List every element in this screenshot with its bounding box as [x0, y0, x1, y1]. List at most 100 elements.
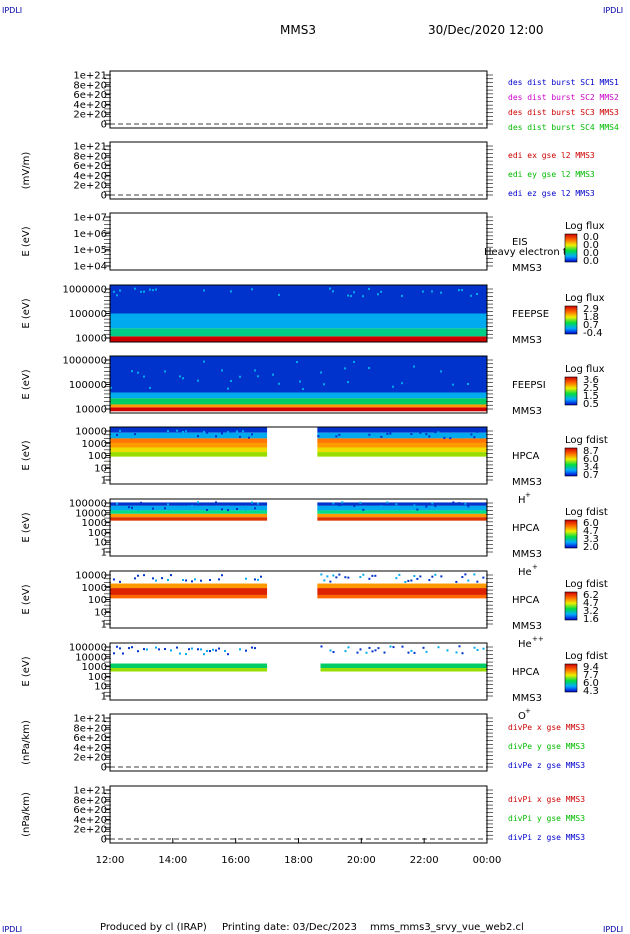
heat-speck [257, 287, 259, 290]
heat-speck [440, 291, 442, 294]
y-tick-label: 0 [101, 763, 107, 774]
y-axis-label: E (eV) [21, 656, 32, 686]
heat-speck [230, 290, 232, 293]
heat-speck [461, 652, 464, 655]
heat-speck [392, 646, 395, 649]
heat-speck [437, 646, 440, 649]
y-tick-label: 100 [88, 672, 107, 683]
heat-speck [419, 575, 422, 578]
instrument-label: FEEPSE [512, 309, 549, 320]
colorbar-tick: 1.8 [583, 312, 599, 323]
heat-speck [119, 377, 121, 380]
heat-speck [134, 287, 136, 290]
heat-speck [419, 431, 422, 434]
heat-speck [176, 289, 178, 292]
heat-speck [143, 290, 145, 293]
heat-speck [332, 651, 335, 654]
heat-speck [164, 648, 166, 651]
heat-speck [239, 291, 241, 294]
heat-speck [353, 291, 355, 294]
heat-speck [308, 369, 310, 372]
heat-band [110, 432, 268, 439]
spacecraft-label: MMS3 [512, 263, 542, 274]
heat-speck [386, 432, 389, 435]
heat-speck [431, 575, 434, 578]
heat-speck [185, 363, 187, 366]
heat-speck [236, 294, 238, 297]
y-tick-label: 10000 [75, 652, 107, 663]
y-tick-label: 1000000 [62, 285, 107, 296]
heat-speck [377, 293, 379, 296]
heat-speck [167, 292, 169, 295]
heat-speck [455, 291, 457, 294]
heat-speck [161, 577, 163, 580]
y-tick-label: 10000 [75, 508, 107, 519]
heat-speck [137, 574, 139, 577]
y-tick-label: 6e+20 [73, 805, 107, 816]
heat-speck [350, 434, 353, 437]
heat-speck [155, 579, 157, 582]
heat-speck [212, 503, 214, 506]
heat-speck [362, 436, 365, 439]
heat-band [317, 447, 487, 453]
y-axis-label: (mV/m) [21, 152, 32, 190]
y-tick-label: 100 [88, 595, 107, 606]
heat-speck [245, 508, 247, 511]
y-tick-label: 10 [94, 682, 107, 693]
heat-speck [227, 509, 229, 512]
heat-speck [227, 387, 229, 390]
heat-speck [179, 652, 181, 655]
heat-speck [233, 367, 235, 370]
heat-speck [470, 433, 473, 436]
heat-speck [251, 288, 253, 291]
species-charge: + [525, 491, 531, 499]
heat-band [317, 442, 487, 448]
heat-speck [386, 290, 388, 293]
heat-speck [182, 579, 184, 582]
colorbar-tick: 2.5 [583, 383, 599, 394]
heat-speck [359, 648, 362, 651]
heat-speck [431, 433, 434, 436]
heat-speck [209, 650, 211, 653]
heat-speck [464, 573, 467, 576]
heat-speck [473, 573, 476, 576]
heat-speck [182, 430, 184, 433]
colorbar [564, 233, 578, 263]
heat-band [110, 427, 268, 433]
heat-speck [155, 288, 157, 291]
heat-speck [320, 507, 323, 510]
panel-frame [109, 785, 488, 844]
heat-speck [155, 646, 157, 649]
heat-speck [146, 363, 148, 366]
heat-speck [188, 648, 190, 651]
y-tick-label: 100 [88, 451, 107, 462]
heat-speck [398, 291, 400, 294]
heat-speck [302, 290, 304, 293]
heat-speck [161, 367, 163, 370]
colorbar-tick: 1.5 [583, 391, 599, 402]
heat-speck [377, 647, 380, 650]
heat-speck [476, 367, 478, 370]
heat-speck [434, 431, 437, 434]
y-tick-label: 2e+20 [73, 181, 107, 192]
heat-speck [155, 385, 157, 388]
heat-speck [332, 290, 334, 293]
heat-speck [347, 294, 349, 297]
y-tick-label: 1 [101, 692, 107, 703]
heat-speck [350, 294, 352, 297]
legend-entry: des dist burst SC2 MMS2 [508, 93, 619, 102]
y-axis-label: E (eV) [21, 298, 32, 328]
heat-speck [422, 646, 425, 649]
heat-speck [404, 430, 407, 433]
heat-speck [167, 503, 169, 506]
y-tick-label: 100000 [69, 499, 107, 510]
heat-speck [260, 575, 262, 578]
heat-speck [464, 502, 467, 505]
y-tick-label: 0 [101, 120, 107, 131]
species-label: H [518, 495, 526, 506]
heat-speck [194, 293, 196, 296]
heat-speck [197, 501, 199, 504]
heat-speck [332, 371, 334, 374]
heat-speck [344, 576, 347, 579]
y-tick-label: 1000 [82, 583, 107, 594]
